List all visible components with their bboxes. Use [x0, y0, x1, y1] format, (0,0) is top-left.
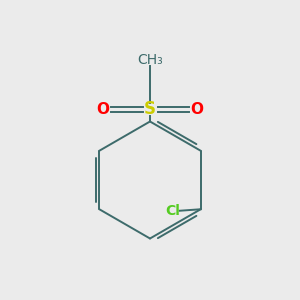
Text: S: S [144, 100, 156, 118]
Text: O: O [190, 102, 204, 117]
Text: O: O [96, 102, 110, 117]
Text: Cl: Cl [166, 204, 181, 218]
Text: CH₃: CH₃ [137, 53, 163, 67]
